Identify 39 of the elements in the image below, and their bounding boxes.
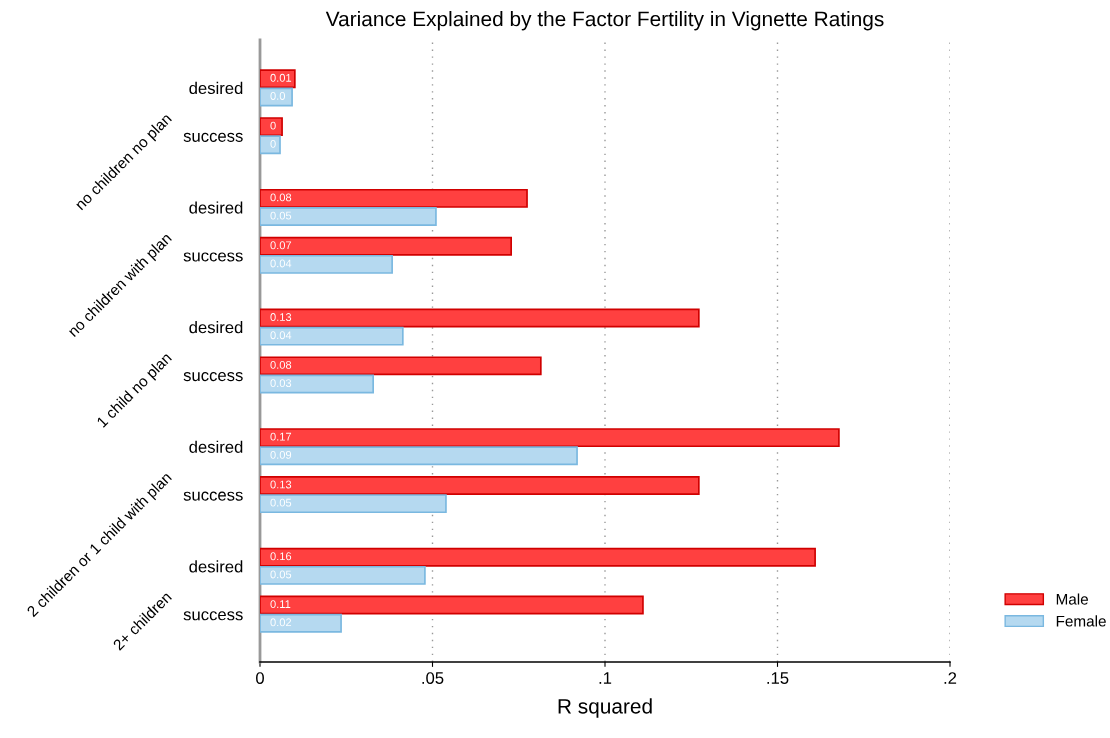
legend-label: Male [1056,593,1088,605]
x-tick-label: .05 [422,672,444,684]
y-tick-label: success [183,371,243,382]
data-label: 0.07 [270,241,292,250]
y-tick-label: success [183,252,243,262]
data-label: 0.08 [270,193,292,202]
data-label: 0.16 [270,552,292,561]
legend-label: Female [1056,615,1106,627]
y-tick-label: success [183,491,243,501]
data-label: 0.05 [270,570,292,579]
y-tick-label: desired [189,201,243,214]
data-label: 0.04 [270,331,292,340]
data-label: 0.05 [270,498,292,507]
x-tick-label: 0 [256,672,264,684]
data-label: 0.01 [270,73,292,82]
y-tick-label: desired [189,560,243,573]
x-axis-title: R squared [558,698,652,718]
y-tick-label: desired [189,321,243,334]
x-tick-label: .2 [944,672,957,684]
y-tick-label: success [183,611,243,621]
data-label: 0 [270,121,276,130]
data-label: 0.04 [270,259,292,268]
y-tick-label: desired [189,81,243,95]
data-label: 0.08 [270,360,292,369]
y-tick-label: desired [189,440,243,453]
data-label: 0.13 [270,313,292,321]
x-tick-label: .15 [767,672,789,684]
data-label: 0.13 [270,480,292,489]
y-tick-label: success [183,132,243,142]
data-label: 0 [270,139,276,148]
x-tick-label: .1 [599,672,612,684]
data-label: 0.11 [270,600,291,609]
data-label: 0.17 [270,432,292,441]
data-label: 0.09 [270,450,292,459]
data-label: 0.0 [270,92,286,100]
chart-title: Variance Explained by the Factor Fertility in Vignette Ratings [325,11,884,31]
data-label: 0.02 [270,618,292,627]
data-label: 0.05 [270,211,292,220]
data-label: 0.03 [270,379,292,387]
